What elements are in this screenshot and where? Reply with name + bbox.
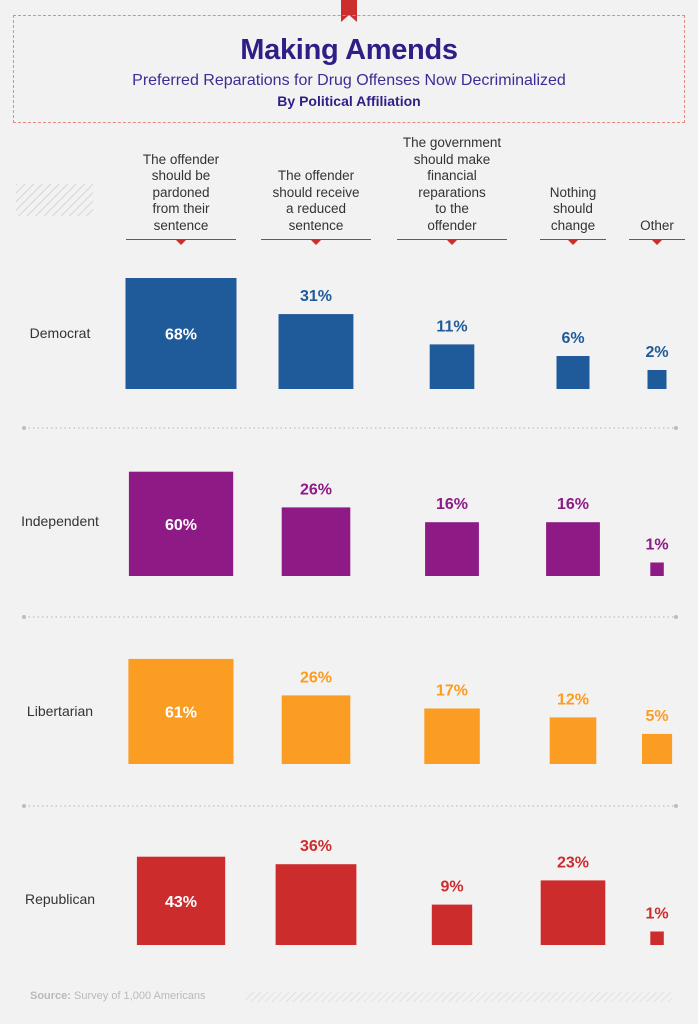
value-label-independent-3: 16% — [436, 496, 468, 513]
row-label-libertarian: Libertarian — [26, 703, 94, 719]
bar-independent-4 — [546, 522, 600, 576]
bar-republican-5 — [650, 931, 664, 945]
source-label: Source: — [30, 990, 71, 1002]
value-label-republican-2: 36% — [300, 838, 332, 855]
source-text: Survey of 1,000 Americans — [74, 990, 206, 1002]
value-label-republican-3: 9% — [440, 879, 463, 896]
value-label-independent-2: 26% — [300, 481, 332, 498]
bar-republican-1 — [136, 856, 226, 945]
column-header-underline — [629, 239, 685, 240]
bar-libertarian-3 — [424, 708, 480, 764]
bookmark-icon — [341, 0, 357, 22]
bar-democrat-3 — [429, 344, 475, 389]
hatch-decoration — [16, 184, 93, 216]
value-label-independent-5: 1% — [645, 537, 668, 554]
value-label-republican-1: 43% — [165, 894, 197, 911]
source-hatch-decoration — [246, 992, 672, 1002]
chart-subtitle-affiliation: By Political Affiliation — [277, 93, 421, 109]
header-box — [13, 15, 685, 123]
column-header-1: The offender should be pardoned from the… — [142, 151, 220, 233]
bar-republican-2 — [275, 864, 357, 945]
column-header-3: The government should make financial rep… — [402, 135, 502, 233]
bar-libertarian-4 — [549, 717, 597, 764]
value-label-independent-4: 16% — [557, 496, 589, 513]
column-header-underline — [261, 239, 371, 240]
value-label-republican-5: 1% — [645, 906, 668, 923]
bar-independent-1 — [128, 471, 234, 576]
value-label-democrat-1: 68% — [165, 327, 197, 344]
column-header-arrow-icon — [176, 240, 186, 245]
column-header-5: Other — [640, 217, 674, 233]
chart-title: Making Amends — [240, 34, 458, 66]
row-label-democrat: Democrat — [29, 325, 91, 341]
value-label-democrat-2: 31% — [300, 288, 332, 305]
value-label-libertarian-4: 12% — [557, 691, 589, 708]
row-divider-end-dot — [674, 615, 678, 619]
column-header-2: The offender should receive a reduced se… — [272, 168, 360, 233]
value-label-libertarian-2: 26% — [300, 669, 332, 686]
row-divider-end-dot — [674, 426, 678, 430]
value-label-libertarian-3: 17% — [436, 683, 468, 700]
row-divider-end-dot — [22, 426, 26, 430]
row-divider-end-dot — [22, 804, 26, 808]
value-label-democrat-5: 2% — [645, 344, 668, 361]
bar-independent-3 — [425, 522, 479, 576]
row-divider-end-dot — [22, 615, 26, 619]
column-header-arrow-icon — [652, 240, 662, 245]
column-header-underline — [540, 239, 606, 240]
bar-democrat-5 — [647, 370, 667, 389]
bar-libertarian-2 — [281, 695, 351, 764]
column-header-arrow-icon — [311, 240, 321, 245]
column-header-arrow-icon — [568, 240, 578, 245]
column-header-underline — [397, 239, 507, 240]
row-label-republican: Republican — [24, 891, 96, 907]
column-header-underline — [126, 239, 236, 240]
column-header-arrow-icon — [447, 240, 457, 245]
value-label-libertarian-1: 61% — [165, 704, 197, 721]
row-divider-end-dot — [674, 804, 678, 808]
bar-democrat-2 — [278, 314, 354, 389]
source-note: Source: Survey of 1,000 Americans — [30, 990, 206, 1002]
value-label-democrat-3: 11% — [436, 318, 467, 335]
bar-independent-2 — [281, 507, 351, 576]
value-label-libertarian-5: 5% — [645, 708, 668, 725]
value-label-republican-4: 23% — [557, 854, 589, 871]
value-label-democrat-4: 6% — [561, 330, 584, 347]
row-label-independent: Independent — [21, 513, 99, 529]
bar-republican-4 — [540, 880, 606, 945]
bar-libertarian-5 — [642, 733, 673, 764]
bar-democrat-4 — [556, 356, 590, 389]
bar-independent-5 — [650, 562, 664, 576]
chart-subtitle: Preferred Reparations for Drug Offenses … — [132, 72, 566, 89]
bar-democrat-1 — [125, 278, 237, 389]
value-label-independent-1: 60% — [165, 517, 197, 534]
column-header-4: Nothing should change — [549, 184, 597, 233]
bar-libertarian-1 — [128, 658, 234, 764]
bar-republican-3 — [431, 904, 473, 945]
